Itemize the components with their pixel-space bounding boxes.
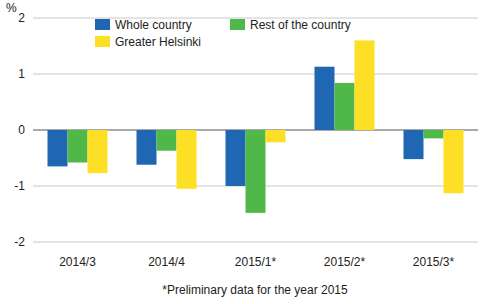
x-tick-label: 2014/3 xyxy=(59,255,96,269)
bar xyxy=(335,83,355,130)
bar xyxy=(137,130,157,165)
bar xyxy=(157,130,177,151)
legend-swatch xyxy=(230,19,245,30)
grid-line xyxy=(33,242,478,243)
legend-label: Whole country xyxy=(115,18,192,32)
bar xyxy=(226,130,246,186)
bar xyxy=(266,130,286,142)
bar xyxy=(424,130,444,138)
legend-swatch xyxy=(95,36,110,47)
y-tick-label: 0 xyxy=(18,123,25,137)
x-tick-label: 2015/3* xyxy=(413,255,455,269)
y-tick-label: 2 xyxy=(18,11,25,25)
legend-label: Greater Helsinki xyxy=(115,35,201,49)
y-axis-label: % xyxy=(6,1,17,15)
bar xyxy=(88,130,108,173)
bar xyxy=(48,130,68,166)
chart-root: -2 -1 0 1 2% 2014/3 2014/4 2015/1* 2015/2* 2015/3… xyxy=(0,0,494,304)
bars xyxy=(48,40,464,212)
bar xyxy=(177,130,197,189)
bar xyxy=(315,67,335,130)
x-tick-label: 2014/4 xyxy=(148,255,185,269)
bar xyxy=(246,130,266,213)
y-tick-label: -2 xyxy=(14,235,25,249)
grid-line xyxy=(33,74,478,75)
x-tick-label: 2015/2* xyxy=(324,255,366,269)
bar xyxy=(404,130,424,159)
legend-swatch xyxy=(95,19,110,30)
x-tick-label: 2015/1* xyxy=(235,255,277,269)
bar xyxy=(355,40,375,130)
y-tick-label: 1 xyxy=(18,67,25,81)
footnote: *Preliminary data for the year 2015 xyxy=(162,283,348,297)
bar xyxy=(68,130,88,162)
legend-label: Rest of the country xyxy=(250,18,351,32)
chart-svg: -2 -1 0 1 2% 2014/3 2014/4 2015/1* 2015/2* 2015/3… xyxy=(0,0,494,304)
y-tick-label: -1 xyxy=(14,179,25,193)
bar xyxy=(444,130,464,193)
